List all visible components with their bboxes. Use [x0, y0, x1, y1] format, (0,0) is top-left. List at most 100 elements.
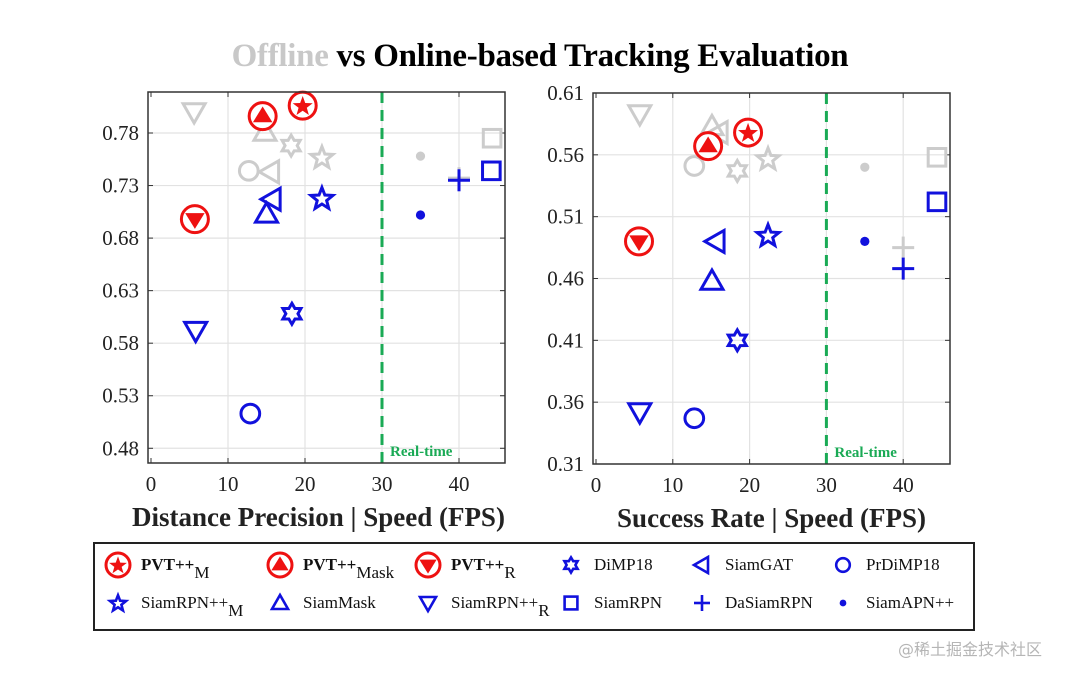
data-point-siamgat-offline — [256, 158, 281, 186]
legend-item-pvt-m: PVT++ M — [103, 550, 210, 582]
circle-down-triangle-icon — [413, 550, 443, 580]
x-tick-label: 30 — [372, 472, 393, 496]
legend-item-prdimp18: PrDiMP18 — [828, 550, 940, 580]
y-tick-label: 0.41 — [547, 328, 584, 352]
data-point-dimp18-offline — [279, 132, 303, 160]
data-point-siamrpn-r-offline — [180, 102, 208, 126]
x-tick-label: 10 — [662, 473, 683, 497]
plot-distance-precision: Real-time 0 10 20 30 40 0.48 0.53 0.58 0.63 0.68 0.… — [102, 90, 506, 532]
data-point-prdimp18-online — [239, 402, 262, 425]
circle-triangle-icon — [265, 550, 295, 580]
data-point-siamrpn-m-offline — [306, 142, 337, 171]
legend-item-siamrpnpp-r: SiamRPN++ R — [413, 588, 550, 620]
y-tick-label: 0.56 — [547, 143, 584, 167]
data-point-prdimp18-online — [683, 407, 706, 430]
legend-marker — [106, 591, 130, 614]
data-point-pvt-m-pvt — [287, 90, 318, 121]
y-tick-label: 0.73 — [102, 174, 139, 198]
data-point-siamapn--online — [860, 236, 870, 247]
data-point-pvt-r-pvt — [179, 204, 210, 235]
legend-label: PrDiMP18 — [866, 555, 940, 574]
legend-item-dasiamrpn: DaSiamRPN — [687, 588, 813, 618]
data-point-siammask-online — [698, 266, 726, 291]
plus-icon — [687, 588, 717, 618]
plot-area — [148, 92, 505, 463]
legend-marker — [834, 556, 852, 574]
legend-marker — [417, 595, 439, 614]
legend-item-dimp18: DiMP18 — [556, 550, 653, 580]
x-tick-label: 20 — [295, 472, 316, 496]
legend-marker — [563, 595, 579, 611]
data-point-siamrpn-m-online — [306, 183, 337, 212]
legend-label: SiamAPN++ — [866, 593, 955, 612]
realtime-label: Real-time — [834, 445, 897, 461]
data-point-siamrpn-r-offline — [626, 104, 654, 129]
legend-item-siamapnpp: SiamAPN++ — [828, 588, 954, 618]
legend-item-siamrpnpp-m: SiamRPN++ M — [103, 588, 243, 620]
legend-marker — [839, 599, 847, 607]
data-point-pvt-r-pvt — [624, 226, 655, 257]
legend-symbol — [414, 551, 442, 579]
legend-sub: M — [194, 563, 210, 582]
x-tick-label: 40 — [449, 472, 470, 496]
legend-item-pvt-r: PVT++ R — [413, 550, 516, 582]
data-point-siamrpn-online — [926, 191, 948, 213]
legend-item-siamgat: SiamGAT — [687, 550, 793, 580]
title-offline: Offline — [231, 38, 329, 74]
data-point-siamgat-online — [257, 185, 282, 213]
legend-label: SiamRPN++ — [141, 593, 229, 612]
legend-marker — [691, 554, 710, 576]
legend-symbol — [563, 595, 579, 611]
y-tick-label: 0.53 — [102, 384, 139, 408]
legend-label: PVT++ — [303, 555, 357, 574]
data-point-dimp18-online — [280, 300, 304, 328]
y-tick-label: 0.68 — [102, 226, 139, 250]
data-point-siamrpn-offline — [481, 127, 503, 149]
legend-item-pvt-mask: PVT++ Mask — [265, 550, 394, 582]
data-point-siammask-online — [252, 199, 281, 224]
data-point-siamgat-online — [701, 227, 726, 255]
legend-sub: R — [538, 601, 550, 620]
legend-symbol — [269, 592, 291, 611]
data-point-siamrpn-online — [481, 160, 502, 182]
title-rest: vs Online-based Tracking Evaluation — [328, 38, 849, 74]
y-tick-label: 0.36 — [547, 390, 584, 414]
x-tick-label: 0 — [591, 473, 602, 497]
legend-symbol — [266, 551, 294, 579]
legend-sub: R — [504, 563, 516, 582]
legend-label: SiamMask — [303, 593, 376, 612]
pentagram-icon — [103, 588, 133, 618]
data-point-siamapn--online — [415, 210, 426, 220]
data-point-pvt-mask-pvt — [693, 131, 724, 162]
x-tick-label: 10 — [218, 472, 239, 496]
legend-symbol — [417, 595, 439, 614]
data-point-pvt-mask-pvt — [247, 101, 278, 132]
data-point-siamapn--offline — [415, 151, 426, 161]
x-axis-label: Success Rate | Speed (FPS) — [617, 503, 926, 533]
legend-label: PVT++ — [451, 555, 505, 574]
data-point-dasiamrpn-offline — [892, 236, 915, 259]
legend-label: SiamGAT — [725, 555, 793, 574]
data-point-pvt-m-pvt — [733, 117, 764, 148]
y-tick-label: 0.58 — [102, 331, 139, 355]
hexagram-icon — [556, 550, 586, 580]
legend-marker — [104, 551, 132, 579]
x-tick-label: 30 — [816, 473, 837, 497]
y-tick-label: 0.78 — [102, 121, 139, 145]
data-point-siamapn--offline — [860, 162, 870, 172]
legend-marker — [414, 551, 442, 579]
legend-label: DaSiamRPN — [725, 593, 813, 612]
x-tick-label: 0 — [146, 472, 157, 496]
plot-frame — [592, 92, 951, 465]
plot-success-rate: Real-time 0 10 20 30 40 0.31 0.36 0.41 0.46 0.51 0.… — [547, 81, 951, 533]
dot-icon — [828, 588, 858, 618]
legend-marker — [269, 592, 291, 611]
y-tick-label: 0.46 — [547, 267, 584, 291]
legend-label: SiamRPN++ — [451, 593, 539, 612]
legend-symbol — [106, 591, 130, 614]
legend-symbol — [562, 554, 580, 576]
data-point-prdimp18-offline — [683, 155, 706, 177]
data-point-dasiamrpn-online — [448, 169, 470, 192]
legend-item-siammask: SiamMask — [265, 588, 376, 618]
